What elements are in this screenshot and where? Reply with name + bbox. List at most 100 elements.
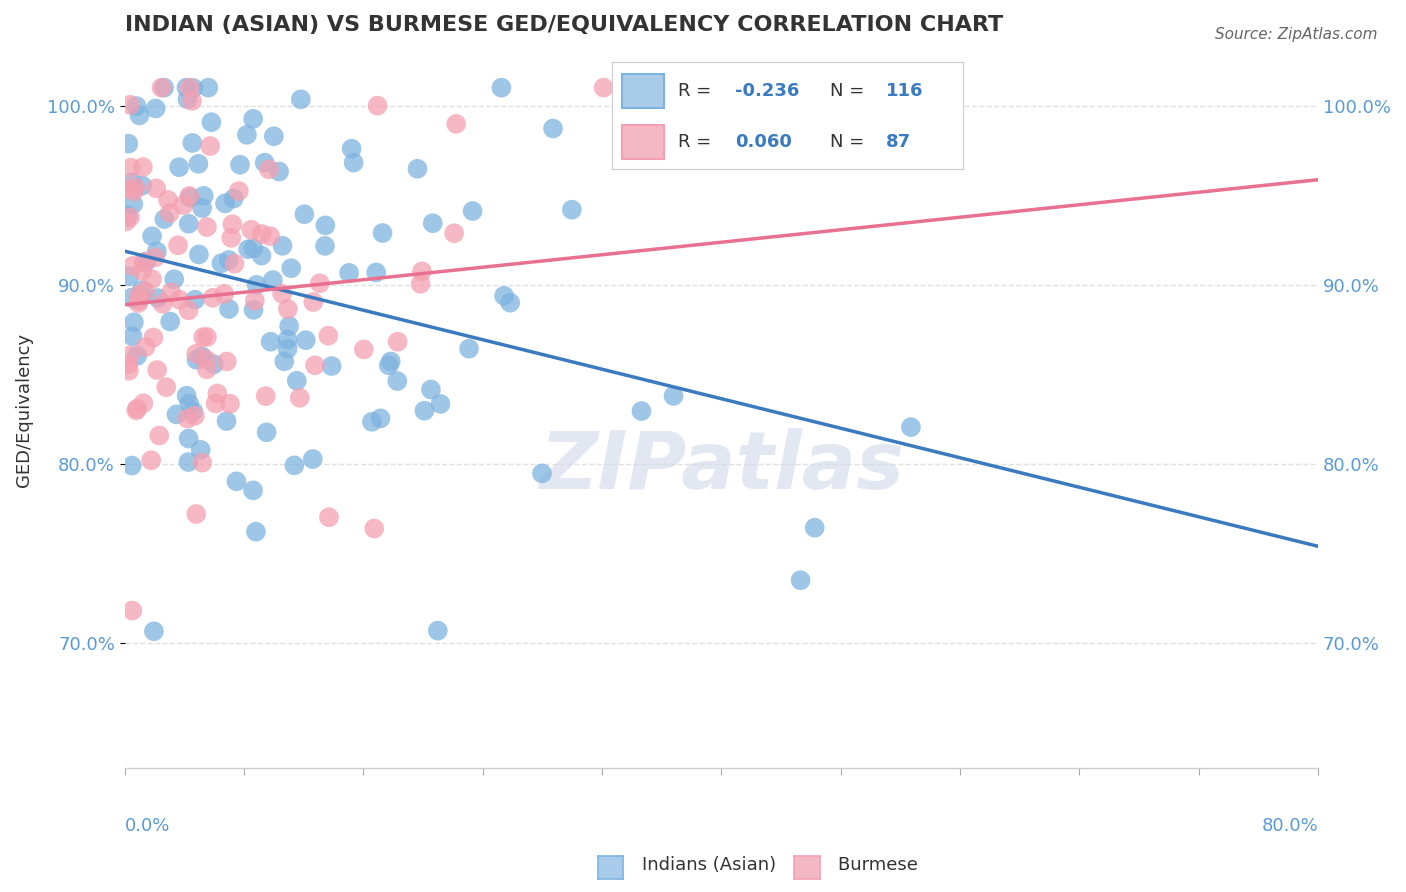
Point — [202, 357, 225, 371]
Point — [387, 334, 409, 349]
Point — [426, 624, 449, 638]
Point — [135, 254, 157, 268]
Text: INDIAN (ASIAN) VS BURMESE GED/EQUIVALENCY CORRELATION CHART: INDIAN (ASIAN) VS BURMESE GED/EQUIVALENC… — [125, 15, 1002, 35]
Point — [160, 285, 183, 300]
Point — [221, 231, 243, 245]
Point — [377, 358, 399, 372]
Point — [271, 239, 294, 253]
Point — [278, 319, 301, 334]
Point — [363, 522, 385, 536]
Point — [366, 265, 388, 279]
Point — [177, 217, 200, 231]
Point — [499, 295, 522, 310]
Text: Burmese: Burmese — [815, 855, 918, 873]
Point — [124, 180, 146, 194]
Point — [131, 264, 153, 278]
Point — [246, 277, 269, 292]
Point — [141, 272, 163, 286]
Point — [245, 524, 267, 539]
Point — [134, 340, 156, 354]
Point — [242, 483, 264, 498]
Point — [195, 352, 218, 367]
Point — [191, 201, 214, 215]
FancyBboxPatch shape — [621, 125, 665, 159]
Point — [302, 295, 325, 310]
Point — [250, 227, 273, 241]
Point — [240, 223, 263, 237]
Point — [128, 108, 150, 122]
Point — [134, 284, 156, 298]
Point — [236, 128, 259, 142]
Point — [422, 216, 444, 230]
Point — [271, 286, 294, 301]
Text: R =: R = — [678, 133, 711, 151]
Point — [179, 80, 201, 95]
Point — [243, 293, 266, 308]
Point — [153, 80, 176, 95]
Point — [225, 475, 247, 489]
Point — [187, 247, 209, 261]
Point — [183, 81, 205, 95]
Point — [117, 209, 139, 223]
Point — [181, 94, 204, 108]
Point — [121, 259, 143, 273]
Point — [340, 142, 363, 156]
Point — [262, 273, 284, 287]
Point — [254, 389, 277, 403]
Point — [304, 359, 326, 373]
Point — [128, 288, 150, 302]
Point — [219, 397, 242, 411]
Point — [238, 242, 260, 256]
Point — [443, 226, 465, 240]
Point — [125, 99, 148, 113]
Point — [290, 92, 312, 106]
Point — [277, 302, 299, 317]
Point — [259, 334, 281, 349]
Point — [561, 202, 583, 217]
Text: Indians (Asian): Indians (Asian) — [619, 855, 776, 873]
Text: N =: N = — [830, 82, 863, 100]
Point — [125, 403, 148, 417]
Text: N =: N = — [830, 133, 863, 151]
Point — [285, 374, 308, 388]
Point — [152, 296, 174, 310]
Point — [132, 396, 155, 410]
Point — [367, 98, 389, 112]
Point — [173, 198, 195, 212]
Point — [121, 329, 143, 343]
Point — [215, 414, 238, 428]
Point — [165, 408, 187, 422]
Point — [131, 283, 153, 297]
Point — [121, 175, 143, 189]
Point — [308, 277, 330, 291]
Point — [198, 139, 221, 153]
Point — [127, 401, 149, 416]
Point — [121, 458, 143, 473]
Point — [269, 164, 291, 178]
Point — [461, 204, 484, 219]
Point — [118, 211, 141, 225]
Point — [314, 239, 336, 253]
Point — [142, 624, 165, 639]
Point — [145, 181, 167, 195]
Point — [187, 157, 209, 171]
Point — [371, 226, 394, 240]
Point — [207, 386, 229, 401]
Point — [167, 238, 190, 252]
Point — [181, 136, 204, 150]
Point — [215, 354, 238, 368]
Point — [195, 362, 218, 376]
Point — [803, 521, 825, 535]
Point — [370, 411, 392, 425]
Point — [413, 403, 436, 417]
Point — [224, 257, 246, 271]
Point — [167, 160, 190, 174]
Point — [120, 291, 142, 305]
Point — [257, 162, 280, 177]
Point — [115, 214, 138, 228]
Point — [195, 219, 218, 234]
Point — [179, 191, 201, 205]
Point — [444, 117, 467, 131]
Point — [458, 342, 481, 356]
Point — [491, 80, 513, 95]
